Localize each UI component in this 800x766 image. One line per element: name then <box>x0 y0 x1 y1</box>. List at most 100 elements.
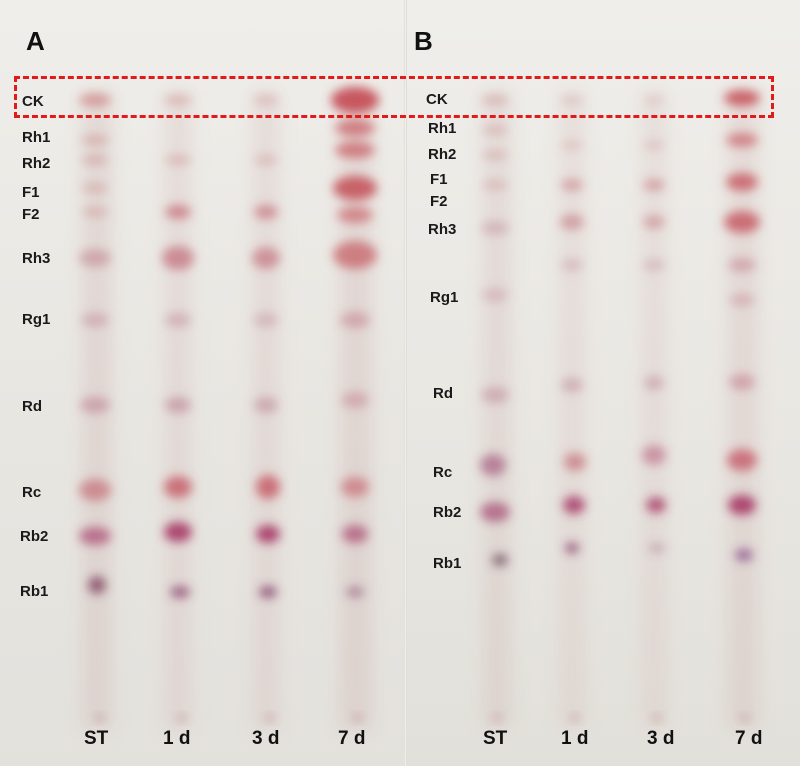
spot <box>82 183 108 193</box>
spot <box>482 150 508 160</box>
spot <box>162 246 194 270</box>
compound-label: Rb1 <box>20 583 49 600</box>
spot <box>646 497 666 513</box>
spot <box>481 221 509 235</box>
spot <box>164 522 192 542</box>
spot <box>643 259 665 271</box>
compound-label: Rh1 <box>22 129 51 146</box>
lane-label: 1 d <box>561 728 589 749</box>
spot <box>561 378 583 392</box>
lane-label: 3 d <box>647 728 675 749</box>
panel-letter-b: B <box>414 26 433 56</box>
compound-label: CK <box>426 91 448 108</box>
spot <box>724 90 760 106</box>
spot <box>565 543 579 553</box>
spot <box>735 549 753 561</box>
spot <box>563 496 585 514</box>
spot <box>333 176 377 200</box>
spot <box>724 211 760 233</box>
spot <box>561 259 583 271</box>
spot <box>333 241 377 269</box>
compound-label: Rb2 <box>433 504 462 521</box>
spot <box>164 95 192 105</box>
compound-label: Rh2 <box>22 155 51 172</box>
spot <box>564 453 586 471</box>
spot <box>726 173 758 191</box>
compound-label: Rh3 <box>428 221 457 238</box>
lane-label: 7 d <box>735 728 763 749</box>
compound-label: Rb2 <box>20 528 49 545</box>
spot <box>492 554 508 566</box>
compound-label: F2 <box>22 206 40 223</box>
spot <box>729 374 755 390</box>
compound-label: CK <box>22 93 44 110</box>
spot <box>79 249 111 267</box>
lane-label: 3 d <box>252 728 280 749</box>
spot <box>79 479 111 501</box>
spot <box>335 142 375 158</box>
spot <box>726 133 758 147</box>
spot <box>259 586 277 598</box>
spot <box>727 449 757 471</box>
compound-label: Rh1 <box>428 120 457 137</box>
plate-b-spots <box>480 90 760 730</box>
spot <box>480 502 510 522</box>
spot <box>165 205 191 219</box>
spot <box>561 141 583 149</box>
spot <box>643 141 665 149</box>
spot <box>254 205 278 219</box>
spot <box>256 475 280 499</box>
spot <box>728 495 756 515</box>
compound-label: Rg1 <box>22 311 51 328</box>
lane-label: 1 d <box>163 728 191 749</box>
spot <box>560 96 584 104</box>
compound-label: Rh3 <box>22 250 51 267</box>
spot <box>80 397 110 413</box>
tlc-plate-a <box>0 0 405 766</box>
spot <box>481 387 509 403</box>
compound-label: Rh2 <box>428 146 457 163</box>
spot <box>79 527 111 545</box>
spot <box>341 392 369 408</box>
spot <box>346 587 364 597</box>
compound-label: Rd <box>22 398 42 415</box>
spot <box>165 155 191 165</box>
spot <box>81 313 109 327</box>
spot <box>643 179 665 191</box>
ck-highlight-box <box>14 76 774 118</box>
panel-letter-a: A <box>26 26 45 56</box>
lane-label: ST <box>84 728 109 749</box>
spot <box>482 180 508 190</box>
spot <box>79 94 111 106</box>
spot <box>341 477 369 497</box>
lane-label: 7 d <box>338 728 366 749</box>
spot <box>729 294 755 306</box>
spot <box>642 445 666 465</box>
spot <box>561 179 583 191</box>
spot <box>331 87 379 113</box>
spot <box>644 376 664 390</box>
spot <box>728 258 756 272</box>
spot <box>335 120 375 136</box>
spot <box>88 576 106 594</box>
compound-label: Rg1 <box>430 289 459 306</box>
compound-label: F1 <box>22 184 40 201</box>
spot <box>81 135 109 145</box>
compound-label: Rb1 <box>433 555 462 572</box>
plate-divider <box>404 0 407 766</box>
spot <box>649 544 665 552</box>
spot <box>253 95 279 105</box>
spot <box>170 586 190 598</box>
spot <box>643 215 665 229</box>
spot <box>254 397 278 413</box>
lane-label: ST <box>483 728 508 749</box>
spot <box>256 525 280 543</box>
compound-label: Rc <box>433 464 453 481</box>
spot <box>337 207 373 223</box>
tlc-plate-b <box>405 0 800 766</box>
spot <box>254 155 278 165</box>
spot <box>481 95 509 105</box>
spot <box>164 476 192 498</box>
plate-a-spots <box>79 87 379 730</box>
